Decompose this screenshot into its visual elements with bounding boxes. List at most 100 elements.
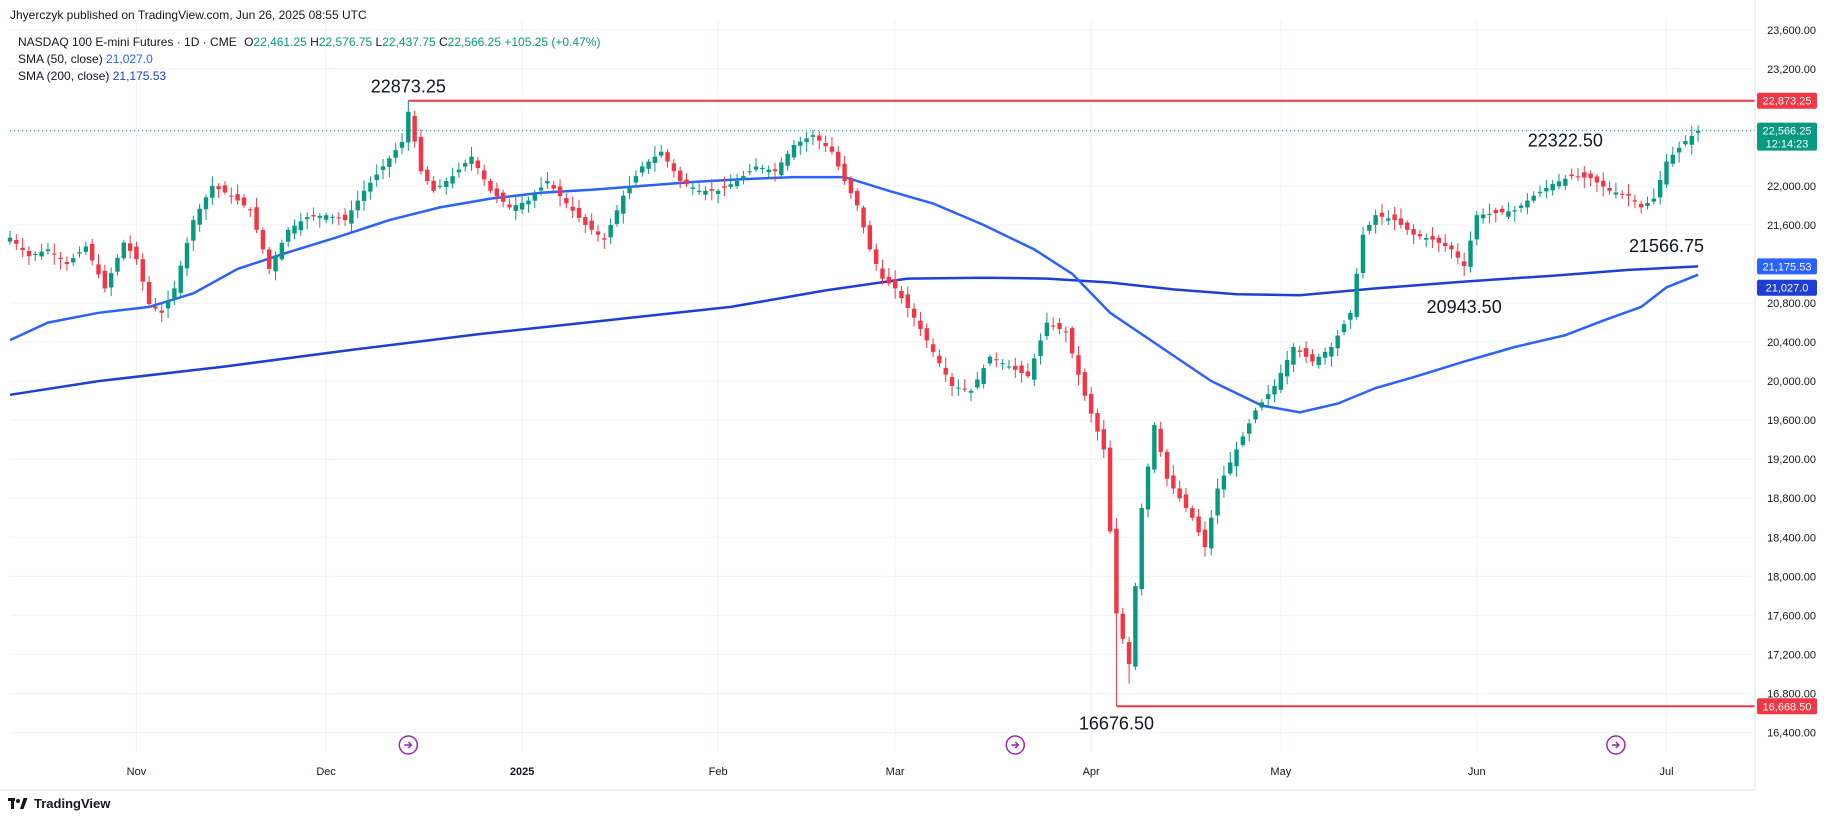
event-marker-icon[interactable] [1005, 735, 1026, 755]
candle-body [456, 169, 462, 173]
candle-body [298, 221, 304, 231]
level-badge-bg [1757, 92, 1817, 109]
candle-body [633, 176, 639, 183]
candle [1392, 206, 1397, 231]
candle [899, 286, 904, 304]
candle-body [703, 190, 708, 195]
candle [791, 140, 797, 161]
candle [1202, 521, 1208, 557]
candle-body [1177, 488, 1182, 499]
candle-body [1253, 410, 1258, 420]
candle [1069, 326, 1075, 359]
candle-body [968, 390, 974, 393]
candle [1569, 168, 1574, 180]
candle-body [153, 306, 158, 309]
symbol-name[interactable]: NASDAQ 100 E-mini Futures · 1D · CME [18, 35, 237, 49]
candle-body [1095, 413, 1100, 432]
candle [652, 146, 658, 173]
candle-body [1657, 180, 1663, 198]
candle [1032, 353, 1037, 387]
candle-body [545, 181, 550, 184]
sma50-line[interactable] [9, 175, 1699, 414]
event-markers[interactable] [398, 735, 1626, 755]
candle-body [500, 192, 506, 202]
candle [172, 280, 177, 306]
candle [304, 212, 310, 230]
annotations: 22873.25 22322.50 21566.75 20943.50 16676.50 [371, 77, 1704, 734]
candle [1386, 210, 1391, 225]
candles [7, 100, 1701, 706]
candle-body [1164, 451, 1170, 479]
candle-body [1291, 346, 1296, 365]
candle [804, 131, 809, 152]
candle [1234, 441, 1239, 477]
candle [1518, 202, 1524, 213]
candle-body [140, 259, 145, 282]
candle-body [1626, 193, 1631, 196]
sma200-label: SMA (200, close) [18, 69, 110, 83]
candle [987, 354, 993, 366]
candle-body [380, 166, 386, 170]
candle-body [475, 160, 481, 169]
high-label: H [310, 35, 319, 49]
candle-body [374, 174, 379, 180]
price-tick-label: 20,400.00 [1767, 337, 1816, 349]
candle-body [1354, 273, 1359, 317]
candle [317, 213, 323, 228]
candle-body [1215, 488, 1220, 516]
sma200-line[interactable] [9, 265, 1699, 397]
sma200-row[interactable]: SMA (200, close) 21,175.53 [18, 68, 600, 85]
candle [861, 205, 866, 234]
candle [1632, 194, 1638, 209]
candle-body [494, 188, 500, 197]
candle [1613, 182, 1619, 199]
candle-body [481, 170, 487, 180]
candle-body [1013, 365, 1018, 370]
candle-body [538, 187, 544, 191]
candle [1468, 231, 1473, 273]
candle [1417, 229, 1423, 240]
candle [1000, 359, 1005, 370]
candle [494, 182, 500, 204]
candle-body [361, 190, 367, 201]
candle [1582, 166, 1587, 189]
candle-body [1310, 354, 1315, 362]
candle [1152, 422, 1157, 473]
candle [342, 208, 348, 226]
candle [1063, 326, 1069, 343]
candle-body [1303, 348, 1309, 357]
candle-body [1348, 312, 1353, 320]
event-marker-icon[interactable] [1606, 735, 1626, 755]
candle-body [1455, 251, 1461, 258]
candle [1013, 357, 1018, 378]
candle [665, 148, 670, 168]
candle-body [873, 249, 879, 264]
candle [1284, 350, 1290, 385]
candle [108, 267, 114, 297]
candle [1038, 333, 1043, 365]
candle [1442, 233, 1448, 252]
candle [956, 379, 961, 396]
candle-body [507, 204, 512, 208]
candle-body [96, 264, 101, 275]
price-tick-label: 19,200.00 [1767, 454, 1816, 466]
candle-body [987, 356, 993, 364]
candle-body [709, 189, 715, 191]
candle [1348, 310, 1353, 329]
tradingview-logo[interactable]: TradingView [8, 796, 110, 811]
candle-body [911, 308, 917, 318]
event-marker-icon[interactable] [398, 735, 419, 755]
candle [146, 276, 152, 309]
high-value: 22,576.75 [318, 35, 373, 49]
sma50-badge: 21,027.0 [1757, 279, 1817, 296]
candle [867, 220, 873, 252]
low-label: L [375, 35, 383, 49]
candle [753, 158, 759, 172]
sma50-row[interactable]: SMA (50, close) 21,027.0 [18, 51, 600, 68]
candle-body [1506, 211, 1511, 217]
price-tick-label: 21,600.00 [1767, 220, 1816, 232]
candle-body [804, 138, 809, 143]
candle-body [1000, 363, 1005, 365]
candle [222, 181, 228, 195]
